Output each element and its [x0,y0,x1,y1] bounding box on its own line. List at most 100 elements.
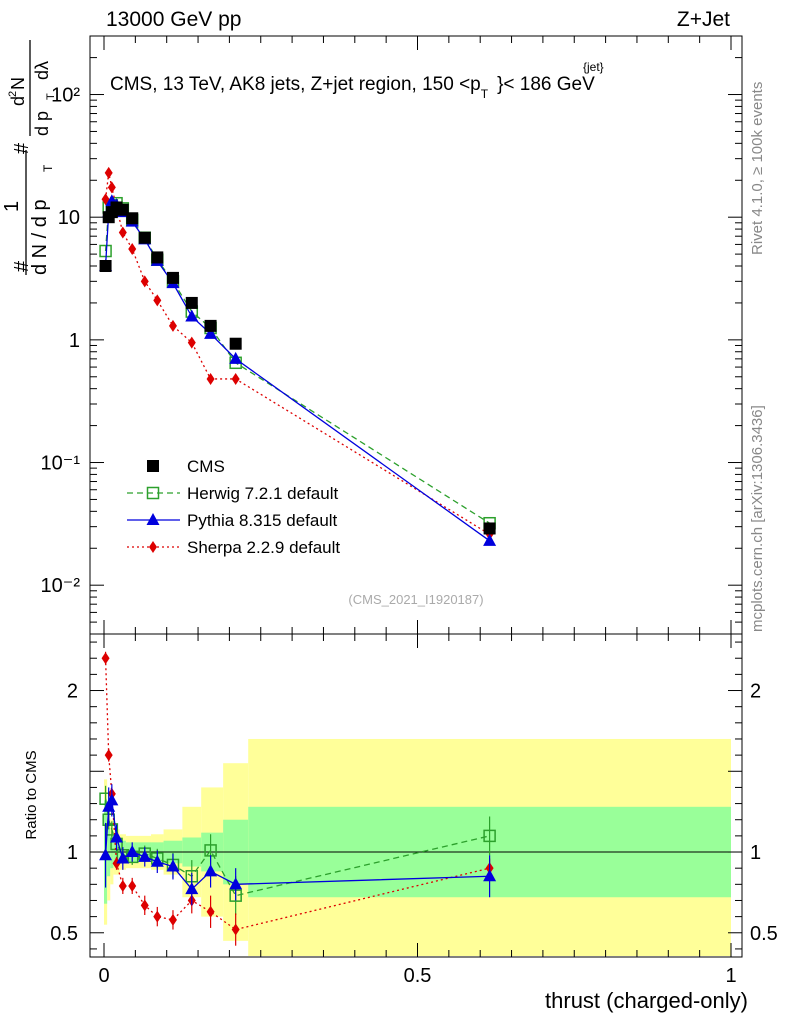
plot-title-sub: T [481,87,489,101]
cms-main-point [116,203,129,216]
ratio-ytick-label-right: 1 [750,842,761,864]
main-ytick-label: 10⁻¹ [41,453,81,475]
sherpa-ratio-point [104,749,113,762]
sherpa-ratio-point [118,879,127,892]
sherpa-ratio-point [206,905,215,918]
xtick-label: 0.5 [404,965,432,987]
pythia-ratio-point [185,882,199,895]
legend-marker-3 [149,541,157,553]
sherpa-main-line [104,172,490,535]
ylabel-dlambda: dλ [32,61,52,80]
ylabel-N: N [8,77,28,90]
mcplots-label: mcplots.cern.ch [arXiv:1306.3436] [749,405,766,632]
sherpa-main-point [168,319,177,332]
pythia-ratio-point [105,793,119,806]
y-axis-label-main: # 1 d N / d p T # d 2 N d p T dλ [1,40,57,275]
x-axis-ticks: 0 0.5 1 [98,36,737,987]
sherpa-ratio-point [231,923,240,936]
herwig-ratio-point [105,823,119,836]
sherpa-main-point [187,336,196,349]
cms-main-point [204,319,217,332]
xtick-label: 1 [725,965,736,987]
ratio-ytick-label-left: 2 [67,681,78,703]
header-left: 13000 GeV pp [106,8,241,31]
plot-title-tail: }< 186 GeV [497,74,595,95]
pythia-ratio-point [150,854,164,867]
sherpa-main-point [128,243,137,256]
legend: CMS Herwig 7.2.1 default Pythia 8.315 defa… [127,457,340,557]
cms-uncertainty-bands [104,738,731,956]
sherpa-main-point [118,226,127,239]
cms-main-point [229,337,242,350]
cms-main-point [99,260,112,273]
cms-main-point [483,522,496,535]
sherpa-ratio-point [128,879,137,892]
legend-label-2: Pythia 8.315 default [187,511,338,530]
plot-title: CMS, 13 TeV, AK8 jets, Z+jet region, 150… [110,74,595,101]
analysis-id: (CMS_2021_I1920187) [348,592,483,607]
y-axis-label-ratio: Ratio to CMS [23,750,40,839]
header-right: Z+Jet [677,8,730,31]
ylabel-dpT: d p [32,111,52,136]
ylabel-T2: T [45,93,57,100]
main-ytick-label: 1 [69,330,80,352]
pythia-main-point [483,533,497,546]
legend-label-1: Herwig 7.2.1 default [187,484,338,503]
sherpa-main-point [104,166,113,179]
ratio-axis-ticks: 0.5 0.5 1 1 2 2 [50,641,778,950]
plot-title-sup: {jet} [583,60,604,74]
ratio-ytick-label-right: 0.5 [750,923,778,945]
pythia-ratio-point [483,869,497,882]
ratio-series-layer [99,651,497,946]
sherpa-ratio-point [101,652,110,665]
ratio-ytick-label-right: 2 [750,681,761,703]
pythia-main-point [204,326,218,339]
sherpa-ratio-point [140,899,149,912]
pythia-ratio-point [166,859,180,872]
main-ytick-label: 10⁻² [41,575,81,597]
legend-label-0: CMS [187,457,225,476]
cms-main-point [138,231,151,244]
ylabel-d: d [8,96,28,106]
cms-main-point [151,251,164,264]
ratio-ytick-label-left: 1 [67,842,78,864]
ylabel-dN: d N / d p [29,199,51,275]
pythia-ratio-point [138,849,152,862]
legend-marker-1 [146,486,160,500]
pythia-ratio-point [125,845,139,858]
pythia-ratio-point [110,830,124,843]
ylabel-T1: T [41,164,55,172]
ratio-ytick-label-left: 0.5 [50,923,78,945]
sherpa-main-point [153,294,162,307]
xtick-label: 0 [98,965,109,987]
cms-main-point [185,296,198,309]
cms-main-point [166,271,179,284]
main-series-layer [99,166,497,546]
pythia-ratio-point [99,848,113,861]
legend-marker-0 [147,460,159,472]
pythia-main-point [229,351,243,364]
ylabel-hash1: # [11,260,33,272]
sherpa-main-point [107,181,116,194]
sherpa-main-point [140,275,149,288]
ratio-panel-frame [89,633,743,958]
main-ytick-label: 10² [51,85,80,107]
pythia-main-point [185,309,199,322]
sherpa-ratio-point [168,913,177,926]
cms-main-point [126,212,139,225]
herwig-ratio-point [483,829,496,843]
sherpa-main-point [206,372,215,385]
ylabel-one: 1 [1,201,23,212]
main-axis-ticks: 10⁻² 10⁻¹ 1 10 10² [41,35,742,635]
herwig-main-line [104,202,490,524]
legend-marker-2 [146,513,160,525]
pythia-ratio-point [116,851,130,864]
x-axis-label: thrust (charged-only) [545,988,748,1013]
legend-label-3: Sherpa 2.2.9 default [187,538,340,557]
pythia-ratio-point [204,864,218,877]
sherpa-ratio-point [153,910,162,923]
plot-title-main: CMS, 13 TeV, AK8 jets, Z+jet region, 150… [110,74,481,95]
main-ytick-label: 10 [58,207,80,229]
ylabel-hash2: # [11,142,33,154]
